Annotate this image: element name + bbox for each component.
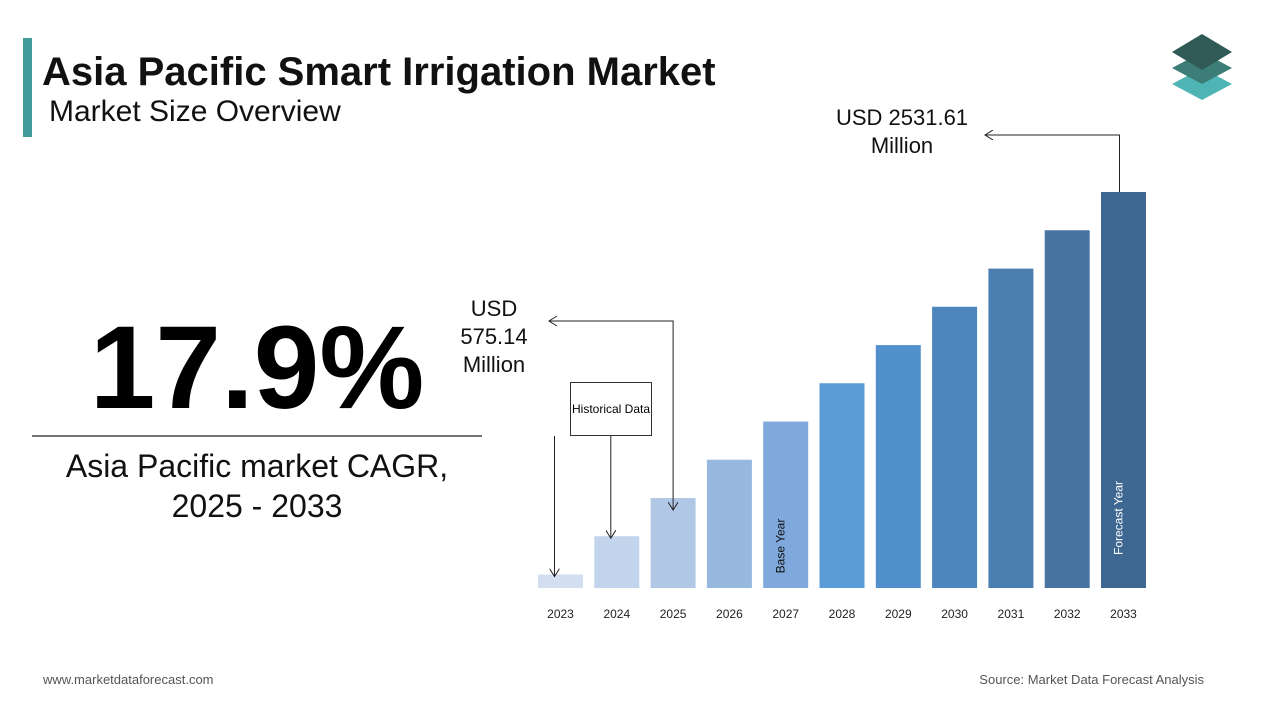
title: Asia Pacific Smart Irrigation Market (42, 50, 716, 94)
value-label: USD 2531.61 Million (835, 105, 969, 158)
bar (932, 306, 978, 588)
x-tick-label: 2030 (941, 607, 968, 621)
arrow-head-start (548, 315, 558, 327)
x-tick-label: 2031 (998, 607, 1025, 621)
source: Source: Market Data Forecast Analysis (979, 672, 1204, 687)
arrow (985, 135, 1120, 192)
x-tick-label: 2024 (603, 607, 630, 621)
cagr-value: 17.9% (89, 302, 425, 434)
bar (988, 268, 1034, 588)
x-tick-label: 2025 (660, 607, 687, 621)
bar (706, 459, 752, 588)
cagr-label: Asia Pacific market CAGR, 2025 - 2033 (65, 448, 449, 524)
logo (1172, 34, 1232, 100)
x-tick-label: 2026 (716, 607, 743, 621)
bar (1044, 230, 1090, 588)
bar (819, 383, 865, 588)
x-tick-label: 2032 (1054, 607, 1081, 621)
arrow (549, 320, 673, 510)
bar (763, 421, 809, 588)
x-tick-label: 2029 (885, 607, 912, 621)
x-tick-label: 2023 (547, 607, 574, 621)
subtitle: Market Size Overview (49, 95, 341, 128)
forecast-year-label: Forecast Year (1112, 481, 1126, 555)
x-tick-label: 2028 (829, 607, 856, 621)
bar (594, 536, 640, 588)
bar (538, 574, 583, 588)
value-label: USD 575.14 Million (460, 296, 528, 377)
base-year-label: Base Year (774, 519, 788, 574)
x-tick-label: 2027 (772, 607, 799, 621)
bar (875, 345, 921, 588)
x-tick-label: 2033 (1110, 607, 1137, 621)
website: www.marketdataforecast.com (43, 672, 214, 687)
bar (650, 498, 696, 588)
bar (1101, 192, 1146, 588)
historical-label: Historical Data (570, 382, 652, 436)
accent-bar (23, 38, 32, 137)
